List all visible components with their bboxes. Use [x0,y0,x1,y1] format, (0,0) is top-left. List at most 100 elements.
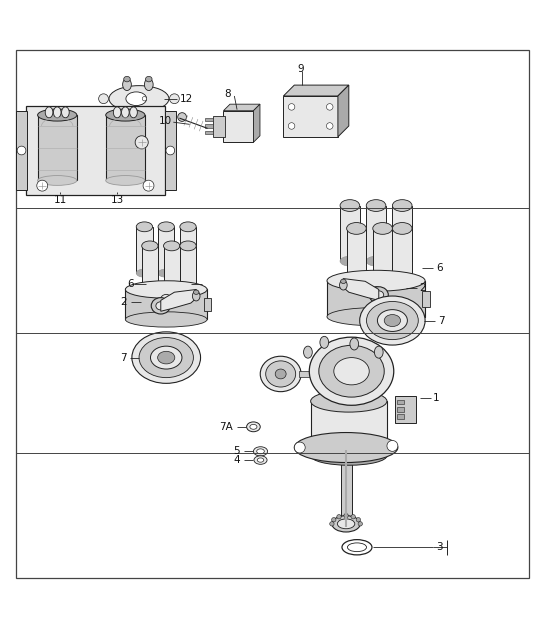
Ellipse shape [373,279,392,289]
Bar [38,115,77,180]
Bar [125,290,207,320]
Polygon shape [283,85,349,96]
Ellipse shape [180,241,196,251]
Circle shape [166,146,175,155]
Ellipse shape [257,458,264,462]
Ellipse shape [158,269,174,277]
Polygon shape [161,290,199,311]
Ellipse shape [373,222,392,234]
Text: 12: 12 [180,94,193,104]
Ellipse shape [131,300,202,322]
Ellipse shape [351,514,355,519]
Text: 6: 6 [127,279,134,289]
Ellipse shape [327,270,425,291]
Bar [213,116,225,137]
Bar [165,111,175,190]
Ellipse shape [180,269,196,277]
Ellipse shape [327,308,425,326]
Ellipse shape [123,78,131,90]
Text: 3: 3 [436,542,443,552]
Ellipse shape [374,346,383,358]
Ellipse shape [366,200,386,212]
Polygon shape [223,104,260,111]
Ellipse shape [304,346,312,358]
Ellipse shape [160,295,172,306]
Ellipse shape [139,338,193,377]
Ellipse shape [146,77,152,82]
Bar [340,205,360,261]
Text: 11: 11 [53,195,66,205]
Ellipse shape [164,288,180,296]
Circle shape [326,122,333,129]
Ellipse shape [152,298,170,314]
Bar [180,246,196,292]
Ellipse shape [45,107,53,118]
Ellipse shape [250,425,257,430]
Bar [164,246,180,292]
Bar [142,246,158,292]
Ellipse shape [253,447,268,456]
Ellipse shape [180,222,196,232]
Ellipse shape [130,107,137,118]
Ellipse shape [377,310,408,332]
Bar [205,118,213,121]
Ellipse shape [374,291,384,299]
Ellipse shape [260,356,301,392]
Ellipse shape [62,107,69,118]
Circle shape [288,104,295,110]
Ellipse shape [348,543,367,551]
Ellipse shape [358,522,362,526]
Bar [205,131,213,134]
Text: 8: 8 [225,89,231,99]
Ellipse shape [310,337,394,405]
Ellipse shape [334,357,370,385]
Bar [205,124,213,127]
Ellipse shape [344,514,348,518]
Ellipse shape [366,301,419,340]
Ellipse shape [156,301,166,310]
Bar [106,115,145,180]
Circle shape [17,146,26,155]
Ellipse shape [384,315,401,327]
Circle shape [326,104,333,110]
Ellipse shape [350,338,359,350]
Ellipse shape [136,222,153,232]
Text: 10: 10 [159,116,172,126]
Polygon shape [253,104,260,143]
Ellipse shape [266,361,296,387]
Text: 2: 2 [120,297,126,307]
Bar [422,291,429,307]
Ellipse shape [106,176,145,185]
Ellipse shape [169,94,179,104]
Ellipse shape [38,176,77,185]
Ellipse shape [158,351,175,364]
Ellipse shape [392,256,412,266]
Ellipse shape [340,256,360,266]
Ellipse shape [113,107,121,118]
Text: 1: 1 [433,394,440,403]
Bar [397,414,404,419]
Ellipse shape [392,279,412,289]
Polygon shape [341,279,379,300]
Bar [16,111,27,190]
Ellipse shape [125,312,207,327]
Ellipse shape [192,291,200,301]
Ellipse shape [311,390,387,412]
Ellipse shape [369,286,383,301]
Ellipse shape [392,222,412,234]
Bar [395,396,416,423]
Bar [26,106,165,195]
Ellipse shape [142,241,158,251]
Ellipse shape [142,288,158,296]
Text: 7: 7 [438,315,444,325]
Circle shape [143,180,154,191]
Ellipse shape [319,345,384,397]
Bar [366,205,386,261]
Bar [311,401,387,456]
Ellipse shape [193,290,199,295]
Ellipse shape [370,287,388,303]
Ellipse shape [275,369,286,379]
Bar [136,227,153,273]
Text: 4: 4 [233,455,240,465]
Circle shape [294,442,305,453]
